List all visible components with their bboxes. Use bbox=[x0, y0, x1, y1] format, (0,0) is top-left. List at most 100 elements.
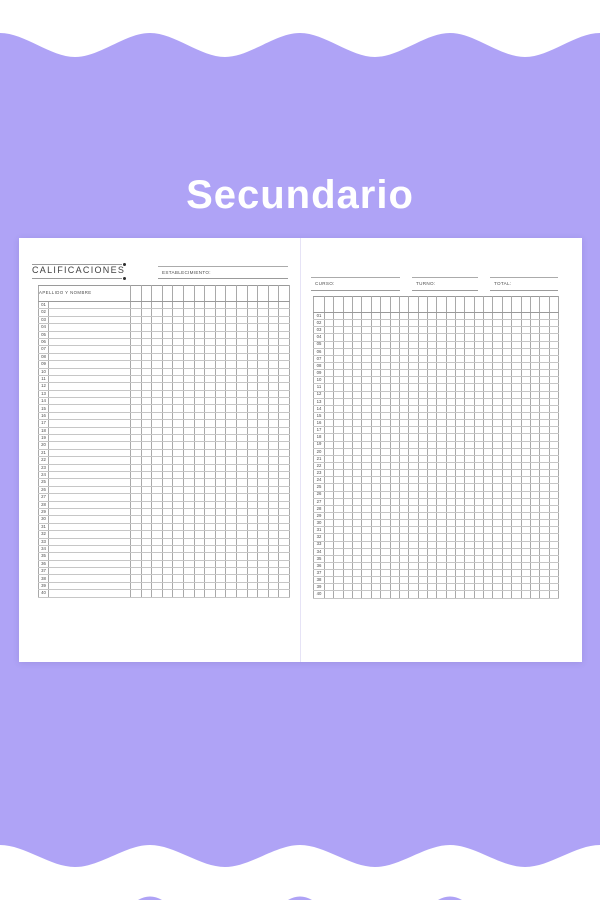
grade-cell[interactable] bbox=[426, 347, 438, 356]
grade-cell[interactable] bbox=[151, 404, 163, 413]
grade-cell[interactable] bbox=[455, 333, 466, 342]
grade-cell[interactable] bbox=[483, 333, 494, 342]
grade-cell[interactable] bbox=[323, 497, 335, 506]
grade-cell[interactable] bbox=[473, 347, 485, 356]
grade-cell[interactable] bbox=[473, 376, 485, 385]
grade-cell[interactable] bbox=[267, 589, 280, 598]
grade-cell[interactable] bbox=[473, 383, 485, 392]
grade-cell[interactable] bbox=[151, 382, 163, 391]
grade-cell[interactable] bbox=[483, 519, 494, 528]
grade-cell[interactable] bbox=[445, 504, 457, 513]
grade-cell[interactable] bbox=[257, 323, 269, 332]
grade-cell[interactable] bbox=[473, 340, 485, 349]
grade-cell[interactable] bbox=[333, 490, 344, 499]
grade-cell[interactable] bbox=[130, 411, 142, 421]
grade-cell[interactable] bbox=[267, 507, 280, 517]
grade-cell[interactable] bbox=[426, 461, 438, 471]
grade-cell[interactable] bbox=[473, 504, 485, 513]
grade-cell[interactable] bbox=[529, 511, 541, 521]
grade-cell[interactable] bbox=[342, 569, 354, 578]
grade-cell[interactable] bbox=[408, 333, 419, 342]
grade-cell[interactable] bbox=[140, 581, 153, 591]
grade-cell[interactable] bbox=[398, 354, 410, 363]
grade-cell[interactable] bbox=[473, 433, 485, 442]
grade-cell[interactable] bbox=[389, 319, 400, 328]
grade-cell[interactable] bbox=[323, 554, 335, 563]
grade-cell[interactable] bbox=[511, 319, 522, 328]
grade-cell[interactable] bbox=[492, 497, 503, 506]
grade-cell[interactable] bbox=[214, 337, 227, 347]
grade-cell[interactable] bbox=[235, 559, 248, 569]
grade-cell[interactable] bbox=[539, 511, 550, 521]
grade-cell[interactable] bbox=[417, 440, 428, 449]
grade-cell[interactable] bbox=[323, 419, 335, 428]
grade-cell[interactable] bbox=[436, 319, 447, 328]
grade-cell[interactable] bbox=[520, 569, 531, 578]
grade-cell[interactable] bbox=[389, 590, 400, 599]
grade-cell[interactable] bbox=[380, 504, 391, 513]
grade-cell[interactable] bbox=[370, 497, 382, 506]
grade-cell[interactable] bbox=[370, 347, 382, 356]
grade-cell[interactable] bbox=[417, 447, 428, 456]
grade-cell[interactable] bbox=[455, 326, 466, 335]
student-name-cell[interactable] bbox=[48, 567, 131, 576]
grade-cell[interactable] bbox=[342, 383, 354, 392]
grade-cell[interactable] bbox=[455, 383, 466, 392]
grade-cell[interactable] bbox=[204, 522, 216, 532]
grade-cell[interactable] bbox=[389, 526, 400, 535]
grade-cell[interactable] bbox=[361, 361, 372, 371]
grade-cell[interactable] bbox=[501, 447, 513, 456]
grade-cell[interactable] bbox=[492, 347, 503, 356]
grade-cell[interactable] bbox=[445, 404, 457, 413]
grade-cell[interactable] bbox=[193, 330, 206, 339]
grade-cell[interactable] bbox=[370, 319, 382, 328]
grade-cell[interactable] bbox=[417, 590, 428, 599]
grade-cell[interactable] bbox=[342, 533, 354, 542]
grade-cell[interactable] bbox=[352, 361, 363, 371]
grade-cell[interactable] bbox=[370, 447, 382, 456]
grade-cell[interactable] bbox=[464, 404, 475, 413]
grade-cell[interactable] bbox=[361, 469, 372, 478]
grade-cell[interactable] bbox=[455, 361, 466, 371]
grade-cell[interactable] bbox=[539, 404, 550, 413]
grade-cell[interactable] bbox=[172, 300, 184, 310]
grade-cell[interactable] bbox=[492, 390, 503, 399]
grade-cell[interactable] bbox=[445, 490, 457, 499]
grade-cell[interactable] bbox=[529, 576, 541, 585]
grade-cell[interactable] bbox=[548, 390, 560, 399]
grade-cell[interactable] bbox=[333, 497, 344, 506]
grade-cell[interactable] bbox=[161, 567, 174, 576]
grade-cell[interactable] bbox=[548, 511, 560, 521]
grade-cell[interactable] bbox=[529, 311, 541, 321]
grade-cell[interactable] bbox=[520, 590, 531, 599]
grade-cell[interactable] bbox=[417, 469, 428, 478]
grade-cell[interactable] bbox=[548, 340, 560, 349]
grade-cell[interactable] bbox=[455, 419, 466, 428]
grade-cell[interactable] bbox=[361, 369, 372, 378]
grade-cell[interactable] bbox=[235, 493, 248, 502]
grade-cell[interactable] bbox=[445, 369, 457, 378]
grade-cell[interactable] bbox=[520, 511, 531, 521]
grade-cell[interactable] bbox=[455, 540, 466, 549]
grade-cell[interactable] bbox=[151, 323, 163, 332]
grade-cell[interactable] bbox=[246, 559, 259, 569]
grade-cell[interactable] bbox=[225, 426, 237, 436]
grade-cell[interactable] bbox=[520, 411, 531, 421]
grade-cell[interactable] bbox=[389, 554, 400, 563]
grade-cell[interactable] bbox=[161, 559, 174, 569]
grade-cell[interactable] bbox=[333, 540, 344, 549]
grade-cell[interactable] bbox=[398, 404, 410, 413]
grade-cell[interactable] bbox=[436, 447, 447, 456]
grade-cell[interactable] bbox=[140, 537, 153, 546]
grade-cell[interactable] bbox=[492, 511, 503, 521]
grade-cell[interactable] bbox=[539, 504, 550, 513]
grade-cell[interactable] bbox=[172, 411, 184, 421]
grade-cell[interactable] bbox=[539, 540, 550, 549]
grade-cell[interactable] bbox=[370, 547, 382, 556]
grade-cell[interactable] bbox=[539, 390, 550, 399]
grade-cell[interactable] bbox=[172, 493, 184, 502]
grade-cell[interactable] bbox=[333, 433, 344, 442]
grade-cell[interactable] bbox=[436, 326, 447, 335]
grade-cell[interactable] bbox=[161, 581, 174, 591]
grade-cell[interactable] bbox=[483, 326, 494, 335]
